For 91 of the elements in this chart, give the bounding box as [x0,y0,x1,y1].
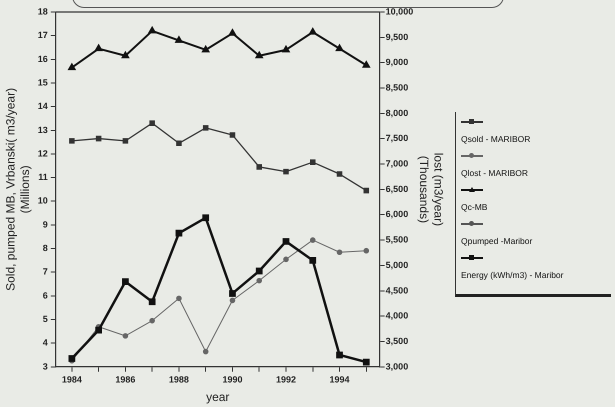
point [336,249,342,256]
point [96,136,102,142]
y2-tick-label: 6,000 [386,209,408,220]
point [230,298,236,304]
y-tick-label: 14 [38,101,48,112]
y2-tick-label: 4,000 [386,310,408,321]
y2-tick-label: 4,500 [386,285,408,296]
y-tick-label: 16 [38,54,48,64]
point [282,46,290,52]
point [68,64,76,70]
point [309,256,316,264]
point [309,28,316,35]
y2-tick-label: 3,000 [386,361,408,372]
point [122,52,129,58]
legend-label: Energy (kWh/m3) - Maribor [461,270,564,280]
point [202,125,208,131]
y-tick-label: 12 [38,148,48,158]
y2-tick-label: 7,500 [386,133,408,144]
x-tick-label: 1992 [276,374,296,385]
point [282,238,290,245]
point [283,256,289,262]
point [363,248,370,254]
y2-tick-label: 5,000 [386,260,408,270]
point [256,164,262,170]
point [202,214,210,222]
y-tick-label: 10 [38,196,48,206]
point [68,355,76,362]
y-tick-label: 15 [38,77,48,88]
point [362,61,370,68]
y2-tick-label: 8,500 [386,82,408,93]
point [95,326,102,334]
y-tick-label: 4 [42,338,48,348]
y-tick-label: 8 [42,243,48,254]
y-tick-label: 5 [42,314,48,324]
point [202,46,210,52]
y2-tick-label: 5,500 [386,234,408,245]
point [202,348,208,354]
y2-tick-label: 9,500 [386,32,408,42]
point [256,278,262,284]
point [283,168,289,174]
x-tick-label: 1990 [222,374,242,385]
x-tick-label: 1988 [168,374,189,385]
y-tick-label: 3 [42,361,48,372]
y2-tick-label: 3,500 [386,336,408,346]
point [148,26,156,34]
point [230,132,236,138]
y2-axis-title: lost (m3/year) (Thousands) [417,152,446,226]
point [336,44,344,52]
x-tick-label: 1984 [62,374,82,385]
point [362,358,370,366]
y-tick-label: 7 [42,266,48,277]
point [176,230,182,237]
point [95,44,102,52]
y-tick-label: 17 [38,30,48,40]
point [256,52,263,58]
y2-tick-label: 10,000 [386,6,414,16]
point [310,159,316,165]
point [336,171,342,177]
y-tick-label: 11 [38,172,48,182]
y-tick-label: 9 [42,219,48,230]
x-axis-title: year [206,390,230,404]
point [229,290,236,297]
x-tick-label: 1986 [115,374,136,385]
point [336,352,343,358]
point [228,29,236,36]
x-tick-label: 1994 [330,374,350,385]
point [122,333,128,339]
y-tick-label: 6 [42,290,48,300]
point [176,296,182,302]
point [122,278,129,286]
point [310,237,316,243]
point [256,268,263,274]
point [175,36,183,43]
legend-label: Qc-MB [461,202,488,212]
y2-tick-label: 8,000 [386,108,408,118]
y2-tick-label: 7,000 [386,158,408,169]
legend-label: Qpumped -Maribor [461,236,534,246]
legend-label: Qsold - MARIBOR [461,134,532,144]
point [122,138,128,144]
y-tick-label: 13 [38,124,48,135]
y2-tick-label: 6,500 [386,184,408,194]
legend-label: Qlost - MARIBOR [461,168,530,178]
point [69,138,75,144]
point [149,120,155,126]
y-tick-label: 18 [38,6,48,16]
point [148,298,156,306]
y2-tick-label: 9,000 [386,57,408,68]
y-axis-title: Sold, pumped MB, Vrbanski( m3/year) (Millions) [4,88,32,291]
point [364,188,370,194]
point [149,318,155,324]
point [176,140,182,146]
